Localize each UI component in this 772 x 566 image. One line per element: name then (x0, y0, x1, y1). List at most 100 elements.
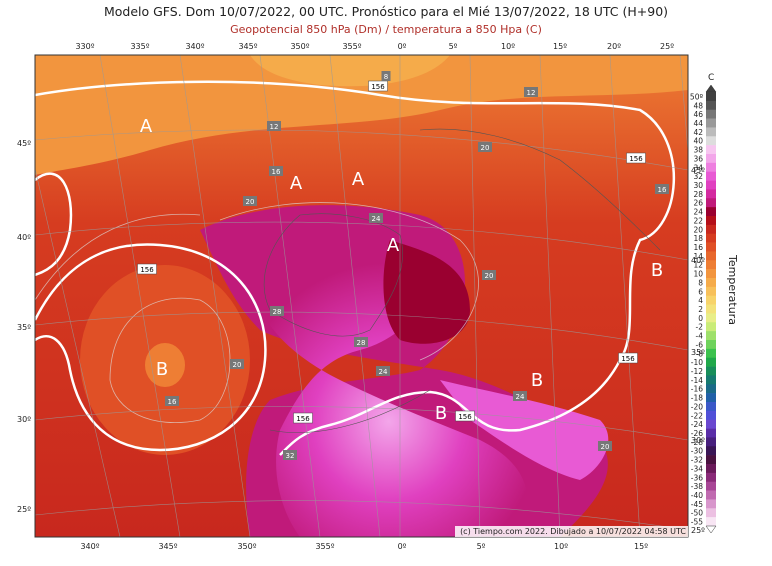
contour-label-box (267, 121, 281, 131)
longitude-label: 340º (80, 542, 99, 551)
pressure-center: A (352, 169, 365, 190)
colorbar-label: -30 (691, 447, 703, 456)
colorbar-label: -20 (691, 402, 703, 411)
contour-label-box (655, 184, 669, 194)
colorbar-swatch (706, 207, 716, 217)
latitude-label: 30º (691, 436, 705, 445)
colorbar-swatch (706, 278, 716, 288)
colorbar-label: -4 (696, 332, 704, 341)
contour-label: 24 (372, 215, 381, 223)
colorbar-label: 14 (693, 252, 703, 261)
contour-label-box (137, 263, 157, 275)
colorbar-label: 16 (693, 243, 703, 252)
colorbar-label: -34 (691, 464, 703, 473)
colorbar-label: -28 (691, 438, 703, 447)
colorbar-label: -36 (691, 473, 703, 482)
contour-label-box (243, 196, 257, 206)
contour-label: 156 (458, 413, 472, 421)
contour-label-box (369, 213, 383, 223)
colorbar-swatch (706, 402, 716, 412)
longitude-label: 340º (185, 42, 204, 51)
colorbar-swatch (706, 198, 716, 208)
colorbar-label: -55 (691, 518, 703, 527)
longitude-label: 330º (75, 42, 94, 51)
colorbar-swatch (706, 118, 716, 128)
colorbar-swatch (706, 322, 716, 332)
colorbar-swatch (706, 154, 716, 164)
subtitle: Geopotencial 850 hPa (Dm) / temperatura … (230, 23, 542, 36)
latitude-label: 35º (17, 323, 31, 332)
colorbar-label: -10 (691, 358, 703, 367)
colorbar-swatch (706, 340, 716, 350)
colorbar-swatch (706, 260, 716, 270)
pressure-center: B (156, 359, 168, 380)
contour-label-box (230, 359, 244, 369)
latitude-label: 25º (691, 526, 705, 535)
contour-label: 20 (601, 443, 610, 451)
pressure-center: A (140, 116, 153, 137)
contour-label-box (368, 80, 388, 92)
colorbar-cap (705, 525, 717, 534)
contour-label-box (618, 352, 638, 364)
colorbar-cap (705, 84, 717, 93)
longitude-label: 355º (315, 542, 334, 551)
contour-label: 24 (516, 393, 525, 401)
colorbar-swatch (706, 127, 716, 137)
colorbar-title: Temperatura (726, 254, 739, 325)
pressure-center: B (651, 260, 663, 281)
latitude-label: 45º (17, 139, 31, 148)
colorbar-label: -6 (696, 340, 704, 349)
colorbar-swatch (706, 233, 716, 243)
map-field (35, 55, 688, 537)
contour-label-box (376, 366, 390, 376)
longitude-label: 15º (634, 542, 648, 551)
contour-label: 32 (286, 452, 295, 460)
colorbar-label: 2 (698, 305, 703, 314)
colorbar-swatch (706, 162, 716, 173)
contour-label: 28 (357, 339, 366, 347)
colorbar-swatch (706, 517, 716, 527)
contour-label-box (283, 450, 297, 460)
contour-label-box (626, 152, 646, 164)
longitude-label: 350º (290, 42, 309, 51)
contour-label: 20 (481, 144, 490, 152)
pressure-center: A (290, 173, 303, 194)
longitude-label: 345º (238, 42, 257, 51)
contour-label: 156 (140, 266, 154, 274)
colorbar-label: 34 (693, 163, 703, 172)
colorbar-label: -38 (691, 482, 703, 491)
colorbar-label: -26 (691, 429, 703, 438)
colorbar-swatch (706, 180, 716, 190)
contour-label: 16 (272, 168, 281, 176)
colorbar-label: 12 (693, 261, 703, 270)
pressure-center: A (387, 235, 400, 256)
contour-label: 156 (621, 355, 635, 363)
colorbar-swatch (706, 419, 716, 429)
colorbar-label: -24 (691, 420, 703, 429)
colorbar-swatch (706, 171, 716, 181)
colorbar-swatch (706, 366, 716, 376)
colorbar-label: 0 (698, 314, 703, 323)
colorbar-label: 38 (693, 146, 703, 155)
title: Modelo GFS. Dom 10/07/2022, 00 UTC. Pron… (104, 4, 668, 19)
contour-label: 28 (273, 308, 282, 316)
contour-label: 16 (658, 186, 667, 194)
colorbar-swatch (706, 410, 716, 421)
colorbar-swatch (706, 481, 716, 491)
contour-label: 8 (384, 73, 388, 81)
colorbar-label: 36 (693, 154, 703, 163)
contour-label: 24 (379, 368, 388, 376)
colorbar-label: -50 (691, 509, 703, 518)
colorbar-label: 28 (693, 190, 703, 199)
longitude-label: 0º (398, 542, 407, 551)
contour-label-box (354, 337, 368, 347)
longitude-label: 345º (158, 542, 177, 551)
longitude-label: 20º (607, 42, 621, 51)
contour-label: 20 (485, 272, 494, 280)
colorbar-label: -45 (691, 500, 703, 509)
colorbar-label: -2 (696, 323, 704, 332)
colorbar-swatch (706, 92, 716, 102)
contour-label-box (478, 142, 492, 152)
